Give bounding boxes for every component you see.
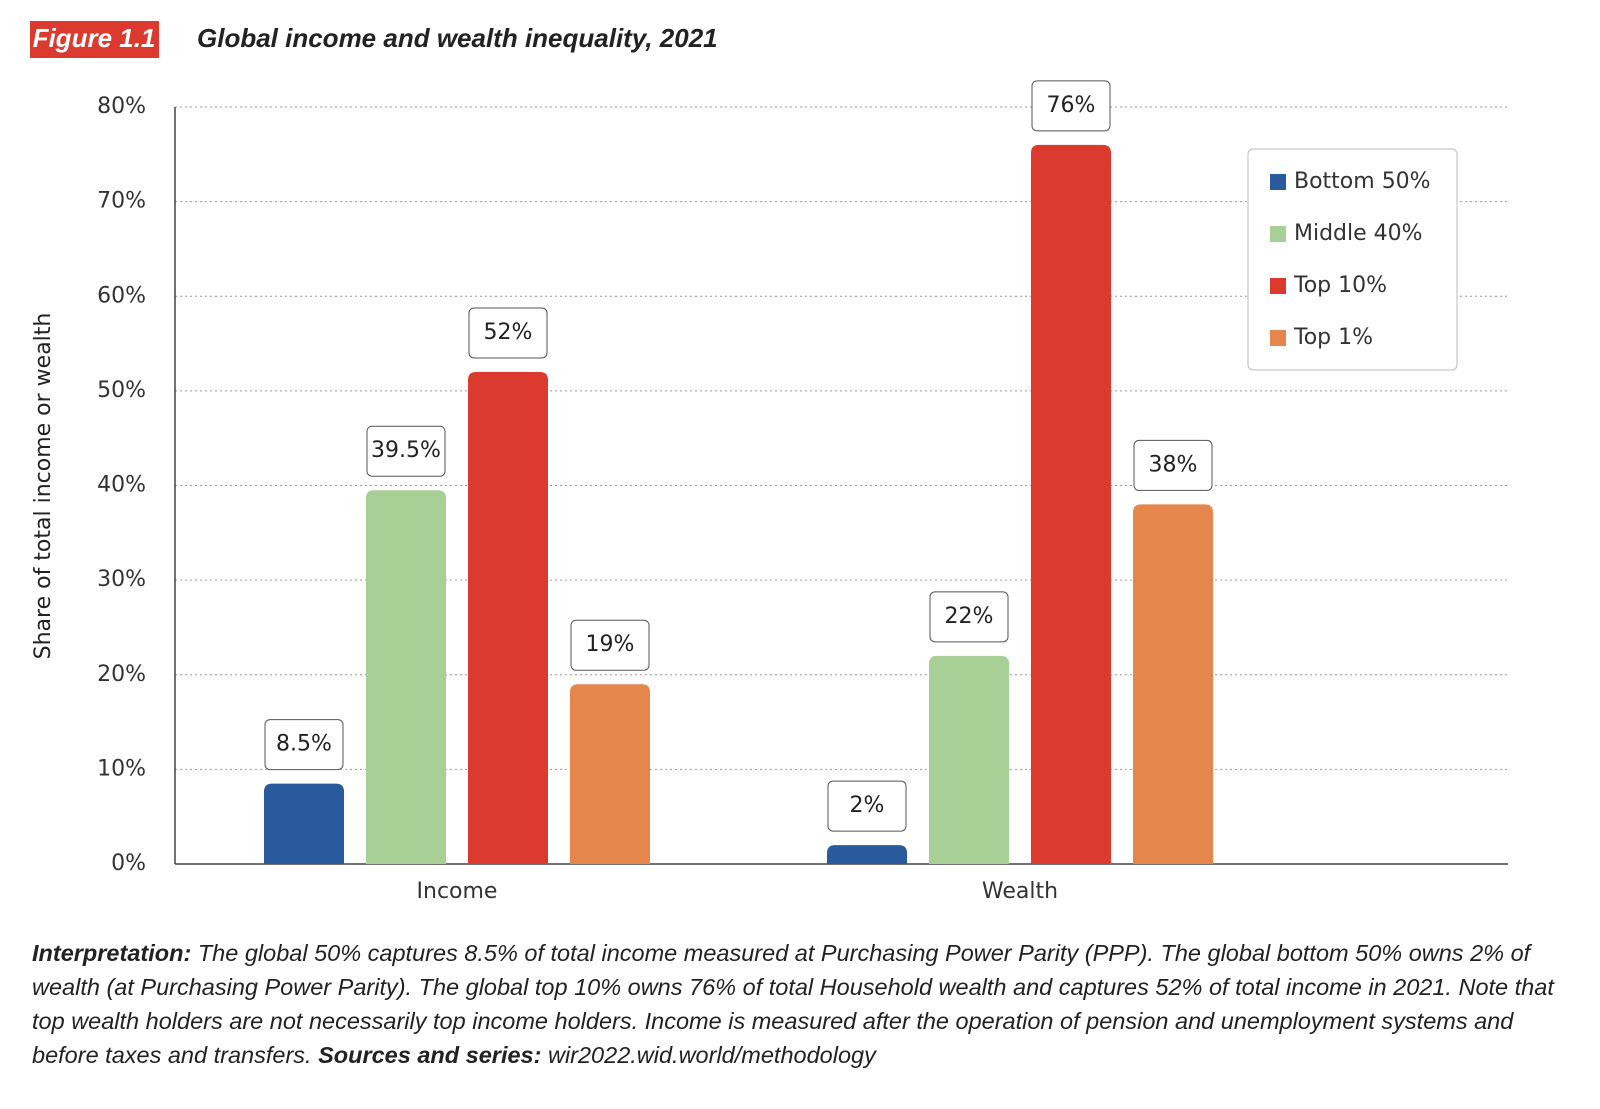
figure-label: Figure 1.1 (33, 23, 156, 53)
value-label-box (929, 591, 1009, 643)
y-tick-label: 60% (97, 283, 146, 308)
value-label-box (570, 619, 650, 671)
bar (929, 655, 1009, 864)
legend-label: Top 10% (1293, 273, 1387, 298)
note: Interpretation: The global 50% captures … (32, 936, 1572, 1072)
legend-swatch (1270, 278, 1286, 294)
y-tick-label: 20% (97, 662, 146, 687)
x-tick-label: Wealth (982, 879, 1058, 904)
bar (570, 684, 650, 864)
value-label-box (1133, 439, 1213, 491)
x-tick-label: Income (417, 879, 498, 904)
legend-label: Top 1% (1293, 325, 1373, 350)
y-tick-label: 50% (97, 378, 146, 403)
value-label: 8.5% (276, 732, 332, 757)
value-label-box (264, 719, 344, 771)
y-tick-label: 70% (97, 189, 146, 214)
value-label: 38% (1149, 452, 1198, 477)
legend-label: Bottom 50% (1294, 169, 1431, 194)
bar (827, 845, 907, 864)
value-label: 39.5% (371, 438, 441, 463)
bar (264, 783, 344, 864)
value-label-box (1031, 80, 1111, 132)
sources: wir2022.wid.world/methodology (547, 1042, 876, 1068)
value-label-box (827, 780, 907, 832)
figure-badge (30, 21, 159, 58)
chart-title: Global income and wealth inequality, 202… (197, 23, 718, 53)
legend-swatch (1270, 174, 1286, 190)
y-tick-label: 0% (111, 851, 146, 876)
value-label: 52% (484, 320, 533, 345)
sources-label: Sources and series: (318, 1042, 542, 1068)
legend-label: Middle 40% (1294, 221, 1423, 246)
y-axis-label: Share of total income or wealth (31, 313, 56, 660)
y-tick-label: 30% (97, 567, 146, 592)
note-lead: Interpretation: (32, 940, 192, 966)
value-label-box (366, 425, 446, 477)
value-label: 22% (945, 604, 994, 629)
bar (1133, 504, 1213, 864)
value-label: 76% (1047, 93, 1096, 118)
value-label-box (468, 307, 548, 359)
bar (366, 490, 446, 864)
legend-swatch (1270, 226, 1286, 242)
note-text: The global 50% captures 8.5% of total in… (32, 940, 1554, 1068)
value-label: 2% (850, 793, 885, 818)
legend-swatch (1270, 330, 1286, 346)
y-tick-label: 10% (97, 756, 146, 781)
bar (1031, 144, 1111, 865)
legend-box (1247, 148, 1458, 371)
chart: Figure 1.1 Global income and wealth ineq… (30, 21, 1508, 904)
y-tick-label: 80% (97, 94, 146, 119)
y-tick-label: 40% (97, 473, 146, 498)
bar (468, 371, 548, 864)
value-label: 19% (586, 632, 635, 657)
